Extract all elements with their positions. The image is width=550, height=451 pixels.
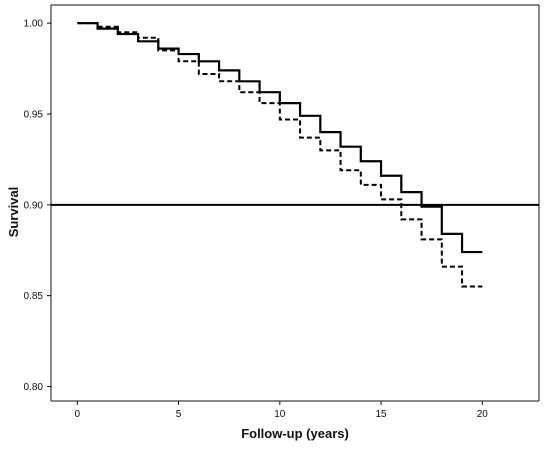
- x-axis-title: Follow-up (years): [241, 426, 349, 441]
- dashed-survival-curve: [77, 22, 483, 288]
- y-axis-ticks: 0.80 0.85 0.90 0.95 1.00: [24, 19, 51, 393]
- solid-survival-curve: [77, 22, 483, 254]
- x-tick-label: 20: [477, 409, 489, 420]
- y-axis-title: Survival: [6, 187, 21, 238]
- x-tick-label: 5: [176, 409, 182, 420]
- y-tick-label: 0.80: [24, 382, 44, 393]
- series-layer: [77, 22, 483, 288]
- plot-frame: [50, 4, 540, 402]
- x-tick-label: 15: [375, 409, 387, 420]
- y-tick-label: 0.85: [24, 291, 44, 302]
- y-tick-label: 0.95: [24, 109, 44, 120]
- y-tick-label: 1.00: [24, 19, 44, 30]
- x-axis-ticks: 0 5 10 15 20: [75, 401, 489, 420]
- x-tick-label: 10: [274, 409, 286, 420]
- y-tick-label: 0.90: [24, 200, 44, 211]
- x-tick-label: 0: [75, 409, 81, 420]
